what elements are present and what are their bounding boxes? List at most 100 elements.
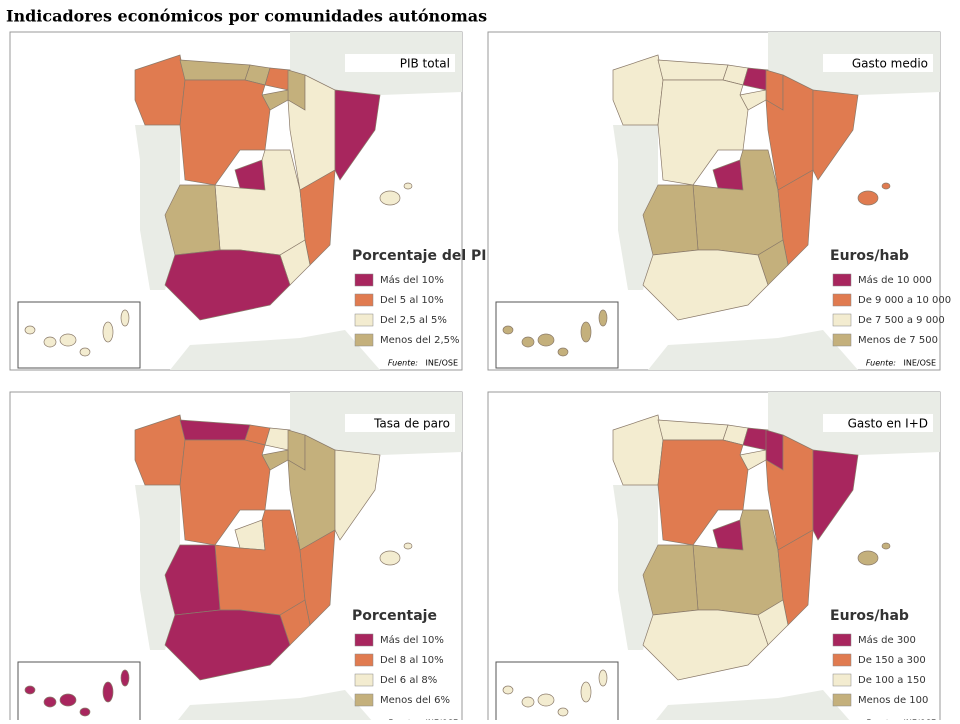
region	[164, 249, 291, 321]
region	[812, 89, 859, 181]
region	[857, 190, 879, 206]
source: INE/OSE	[903, 359, 936, 368]
region	[580, 681, 592, 703]
source-label: Fuente:	[866, 359, 896, 368]
legend-swatch	[832, 673, 852, 687]
legend-swatch	[354, 293, 374, 307]
land	[170, 330, 380, 370]
inset-frame	[495, 301, 619, 369]
region	[881, 542, 891, 550]
legend-label: De 100 a 150	[858, 675, 926, 686]
region	[120, 309, 130, 327]
panel: Gasto medio Euros/hab Más de 10 000 De 9 00…	[487, 31, 951, 371]
legend-swatch	[832, 693, 852, 707]
panel-title: Gasto medio	[852, 57, 928, 71]
region	[857, 550, 879, 566]
region	[334, 449, 381, 541]
region	[403, 182, 413, 190]
region	[59, 333, 77, 347]
legend-label: Menos de 7 500	[858, 335, 938, 346]
legend-swatch	[832, 273, 852, 287]
inset-frame	[17, 301, 141, 369]
land	[174, 690, 375, 724]
region	[521, 336, 535, 348]
region	[598, 669, 608, 687]
panel-title: Tasa de paro	[373, 417, 450, 431]
region	[537, 693, 555, 707]
region	[164, 609, 291, 681]
region	[502, 685, 514, 695]
legend-label: Menos del 6%	[380, 695, 450, 706]
panel-title-box	[345, 54, 455, 72]
legend-swatch	[354, 653, 374, 667]
legend-label: Más del 10%	[380, 634, 444, 646]
legend-swatch	[832, 633, 852, 647]
land	[613, 485, 658, 650]
legend-label: Del 5 al 10%	[380, 295, 444, 306]
panel-title: Gasto en I+D	[848, 417, 928, 431]
panel: PIB total Porcentaje del PIB Más del 10% De…	[9, 31, 497, 371]
legend-swatch	[354, 333, 374, 347]
legend-title: Porcentaje del PIB	[352, 248, 497, 264]
source: INE/OSE	[425, 359, 458, 368]
land	[135, 485, 180, 650]
region	[120, 669, 130, 687]
legend-label: Del 2,5 al 5%	[380, 315, 447, 326]
region	[43, 696, 57, 708]
region	[59, 693, 77, 707]
legend-label: Más de 10 000	[858, 274, 932, 286]
region	[334, 89, 381, 181]
legend-label: Menos de 100	[858, 695, 928, 706]
region	[537, 333, 555, 347]
legend-label: Del 8 al 10%	[380, 655, 444, 666]
legend-label: De 9 000 a 10 000	[858, 295, 951, 306]
region	[502, 325, 514, 335]
region	[598, 309, 608, 327]
region	[557, 347, 569, 357]
legend-label: De 7 500 a 9 000	[858, 315, 945, 326]
legend-label: De 150 a 300	[858, 655, 926, 666]
region	[102, 321, 114, 343]
inset-frame	[495, 661, 619, 724]
region	[812, 449, 859, 541]
region	[642, 249, 769, 321]
panel-title-box	[823, 54, 933, 72]
inset-frame	[17, 661, 141, 724]
legend-swatch	[354, 673, 374, 687]
legend-title: Euros/hab	[830, 248, 909, 264]
region	[777, 529, 814, 626]
region	[580, 321, 592, 343]
region	[521, 696, 535, 708]
region	[403, 542, 413, 550]
region	[642, 609, 769, 681]
region	[299, 529, 336, 626]
panel-title: PIB total	[400, 57, 450, 71]
legend-label: Del 6 al 8%	[380, 675, 437, 686]
region	[379, 190, 401, 206]
legend-swatch	[832, 653, 852, 667]
land	[613, 125, 658, 290]
region	[299, 169, 336, 266]
panel: Tasa de paro Porcentaje Más del 10% Del 8 a…	[9, 391, 463, 724]
panel: Gasto en I+D Euros/hab Más de 300 De 150 a …	[487, 391, 941, 724]
land	[652, 690, 853, 724]
legend-swatch	[832, 293, 852, 307]
page-title: Indicadores económicos por comunidades a…	[6, 7, 487, 26]
legend-swatch	[354, 273, 374, 287]
region	[557, 707, 569, 717]
legend-label: Menos del 2,5%	[380, 335, 460, 346]
legend-swatch	[354, 693, 374, 707]
land	[135, 125, 180, 290]
region	[777, 169, 814, 266]
legend-swatch	[832, 313, 852, 327]
region	[79, 347, 91, 357]
legend-label: Más del 10%	[380, 274, 444, 286]
region	[379, 550, 401, 566]
legend-swatch	[832, 333, 852, 347]
legend-swatch	[354, 633, 374, 647]
region	[881, 182, 891, 190]
legend-title: Euros/hab	[830, 608, 909, 624]
panel-title-box	[823, 414, 933, 432]
